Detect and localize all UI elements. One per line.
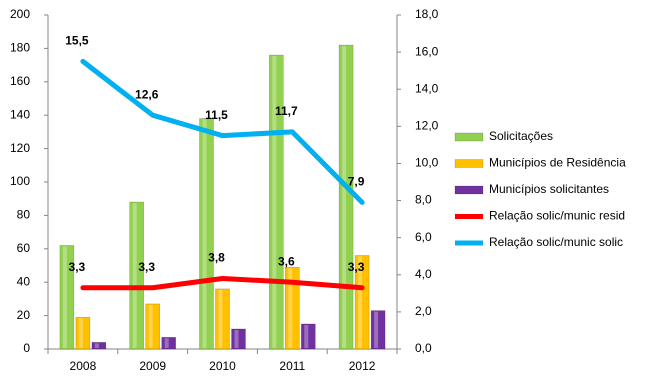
y2-tick-label: 16,0 <box>415 44 439 58</box>
bar-shine <box>218 289 223 348</box>
y2-tick-label: 14,0 <box>415 81 439 95</box>
y-tick-label: 100 <box>10 174 30 188</box>
bar <box>370 310 386 350</box>
bar-shine <box>272 56 277 349</box>
data-label: 3,3 <box>348 260 365 274</box>
legend-swatch <box>454 132 484 142</box>
y-tick-label: 80 <box>17 208 31 222</box>
bar-shine <box>342 46 347 349</box>
data-label: 15,5 <box>65 34 89 48</box>
y2-tick-label: 18,0 <box>415 7 439 21</box>
bar <box>268 54 284 350</box>
bar-shine <box>288 268 293 348</box>
bar <box>284 266 300 350</box>
data-label: 3,8 <box>208 251 225 265</box>
y2-tick-label: 8,0 <box>415 193 432 207</box>
y2-tick-label: 6,0 <box>415 230 432 244</box>
bar-shine <box>164 338 169 348</box>
x-tick-label: 2009 <box>139 359 166 373</box>
y-tick-label: 140 <box>10 107 30 121</box>
line <box>80 58 365 205</box>
legend-swatch <box>454 185 484 195</box>
bar <box>300 323 316 350</box>
legend-label: Municípios solicitantes <box>489 182 609 196</box>
x-tick-label: 2008 <box>70 359 97 373</box>
data-label: 3,6 <box>278 254 295 268</box>
bar <box>199 118 214 350</box>
y2-tick-label: 0,0 <box>415 341 432 355</box>
bar <box>215 288 230 350</box>
data-label: 12,6 <box>135 87 159 101</box>
y-tick-label: 200 <box>10 7 30 21</box>
y2-tick-label: 4,0 <box>415 267 432 281</box>
y2-tick-label: 12,0 <box>415 119 439 133</box>
line <box>80 275 365 291</box>
y-tick-label: 60 <box>17 241 31 255</box>
data-label: 3,3 <box>138 260 155 274</box>
bar <box>145 303 160 350</box>
bar <box>231 328 246 350</box>
bar-shine <box>62 246 67 348</box>
legend-label: Municípios de Residência <box>489 156 626 170</box>
bar <box>354 255 370 350</box>
bar <box>338 44 354 350</box>
bar <box>75 316 91 350</box>
legend-swatch <box>454 159 484 168</box>
data-label: 3,3 <box>69 260 86 274</box>
x-tick-label: 2012 <box>349 359 376 373</box>
data-label: 11,7 <box>275 104 298 118</box>
data-label: 11,5 <box>205 108 228 122</box>
bar-shine <box>234 329 239 348</box>
bar-shine <box>148 304 153 348</box>
y-tick-label: 120 <box>10 141 30 155</box>
y-tick-label: 160 <box>10 74 30 88</box>
bar <box>59 245 75 350</box>
y-tick-label: 180 <box>10 41 30 55</box>
y2-tick-label: 10,0 <box>415 156 439 170</box>
bar-shine <box>94 343 99 348</box>
x-tick-label: 2011 <box>279 359 305 373</box>
bar-shine <box>304 324 309 348</box>
y-tick-label: 0 <box>23 341 30 355</box>
bar <box>161 337 176 350</box>
x-tick-label: 2010 <box>209 359 236 373</box>
data-label: 7,9 <box>348 175 365 189</box>
legend-label: Relação solic/munic solic <box>489 235 623 249</box>
bar-shine <box>358 256 363 348</box>
bar-shine <box>132 203 137 348</box>
y-tick-label: 20 <box>17 308 31 322</box>
y-tick-label: 40 <box>17 274 31 288</box>
legend-label: Solicitações <box>489 129 553 143</box>
bar-shine <box>202 119 207 348</box>
bar <box>129 201 144 350</box>
bar <box>91 342 107 350</box>
legend-label: Relação solic/munic resid <box>489 209 625 223</box>
bar-shine <box>374 311 379 348</box>
y2-tick-label: 2,0 <box>415 304 432 318</box>
bar-shine <box>78 318 83 348</box>
